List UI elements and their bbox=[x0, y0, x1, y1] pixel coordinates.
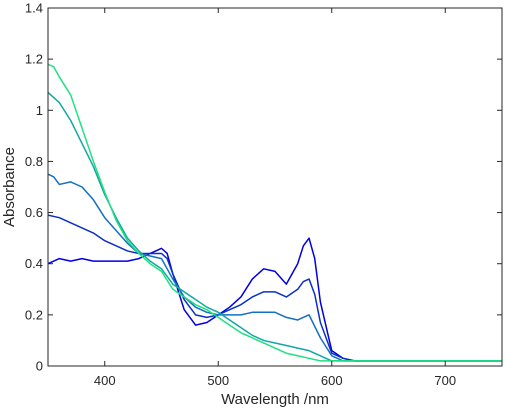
y-tick-label: 0.4 bbox=[25, 256, 43, 271]
x-axis-label: Wavelength /nm bbox=[221, 391, 329, 408]
tick-layer: 400 500 600 700 0 0.2 0.4 0.6 0.8 1 1.2 1.4 bbox=[25, 1, 502, 388]
x-tick-label: 600 bbox=[321, 373, 343, 388]
y-tick-label: 1 bbox=[36, 103, 43, 118]
series-line-5 bbox=[47, 63, 502, 362]
x-tick-label: 400 bbox=[94, 373, 116, 388]
y-tick-label: 1.2 bbox=[25, 52, 43, 67]
y-tick-label: 1.4 bbox=[25, 1, 43, 16]
y-axis-label: Absorbance bbox=[1, 147, 18, 227]
y-tick-label: 0.8 bbox=[25, 154, 43, 169]
y-tick-label: 0.2 bbox=[25, 307, 43, 322]
y-tick-label: 0 bbox=[36, 359, 43, 374]
x-tick-label: 700 bbox=[434, 373, 456, 388]
series-line-2 bbox=[47, 214, 502, 362]
series-line-3 bbox=[47, 173, 502, 362]
plot-frame bbox=[47, 7, 503, 367]
series-line-4 bbox=[47, 91, 502, 362]
series-line-1 bbox=[47, 237, 502, 362]
series-layer bbox=[47, 63, 502, 362]
y-tick-label: 0.6 bbox=[25, 205, 43, 220]
x-tick-label: 500 bbox=[207, 373, 229, 388]
